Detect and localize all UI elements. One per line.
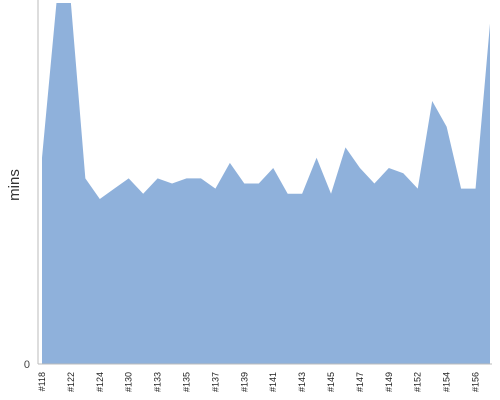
x-tick-label: #133 [153,372,163,392]
y-axis-label: mins [6,169,23,201]
x-tick-label: #145 [326,372,336,392]
x-tick-label: #154 [442,372,452,392]
x-tick-label: #152 [413,372,423,392]
x-tick-labels: #118 #122 #124 #130 #133 #135 #137 #139 #141 #143… [37,372,481,392]
x-tick-label: #130 [124,372,134,392]
x-tick-label: #124 [95,372,105,392]
plot-area [42,3,490,364]
x-tick-label: #137 [210,372,220,392]
x-tick-label: #141 [268,372,278,392]
series-area [42,3,490,364]
x-tick-label: #139 [239,372,249,392]
y-tick-label: 0 [24,359,30,371]
x-tick-label: #118 [37,372,47,391]
x-tick-label: #143 [297,372,307,392]
x-tick-label: #149 [384,372,394,392]
x-tick-label: #156 [471,372,481,392]
x-tick-label: #122 [66,372,76,392]
x-tick-label: #147 [355,372,365,392]
x-tick-label: #135 [182,372,192,392]
